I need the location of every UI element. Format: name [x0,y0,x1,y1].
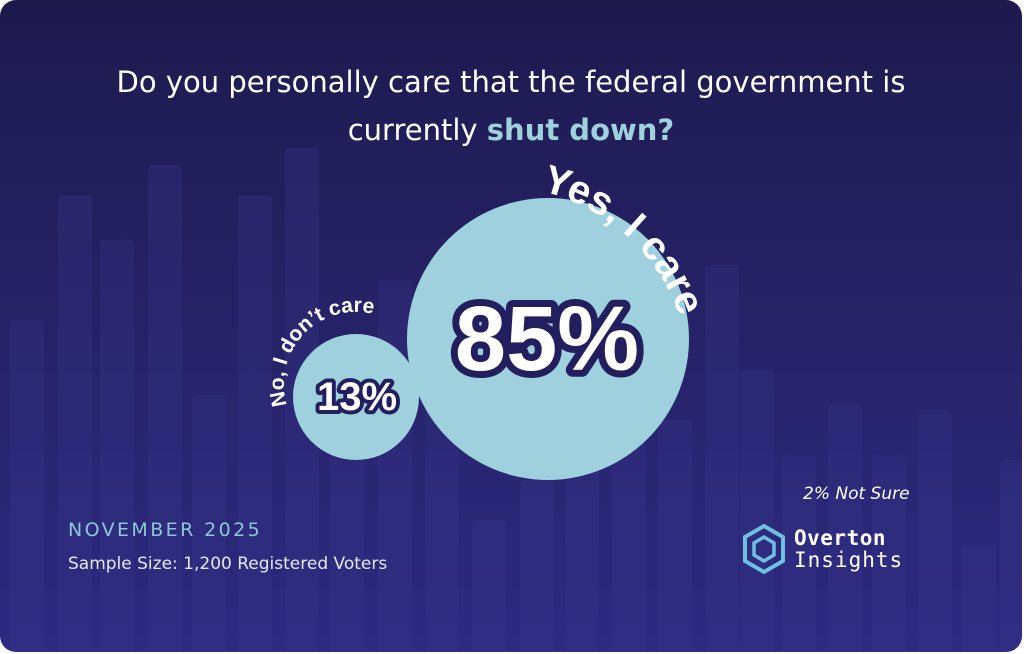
background-bar [58,195,92,652]
background-bar [238,195,272,652]
title-line-2-prefix: currently [347,113,487,147]
background-bar [100,240,134,652]
title-line-1: Do you personally care that the federal … [116,65,906,99]
background-bar [872,455,906,652]
background-bar [472,520,506,652]
background-bar [148,165,182,652]
background-bar [828,405,862,652]
overton-insights-logo: Overton Insights [742,522,942,578]
background-bar [565,470,599,652]
bubble-yes [407,198,689,480]
background-bar [705,265,739,652]
background-bar [425,410,459,652]
not-sure-note: 2% Not Sure [803,484,910,504]
background-bar [192,395,226,652]
background-bar [962,545,996,652]
background-bar [612,430,646,652]
background-bar [1000,460,1022,652]
title-highlight: shut down? [486,113,675,147]
survey-date: NOVEMBER 2025 [68,519,263,541]
background-bar [782,455,816,652]
background-bar [10,320,44,652]
question-title: Do you personally care that the federal … [40,58,982,154]
yes-value: 85% [455,288,639,390]
sample-size: Sample Size: 1,200 Registered Voters [68,554,388,574]
no-value: 13% [317,375,397,419]
background-bar [658,420,692,652]
background-bar [378,280,412,652]
background-bar [330,455,364,652]
title-line-2: currently shut down? [40,106,982,154]
background-bar [740,370,774,652]
logo-line-2: Insights [794,548,904,572]
background-bar [918,410,952,652]
bubble-no [293,334,419,460]
hexagon-cube-icon [743,524,785,575]
logo-line-1: Overton [794,526,887,550]
background-bar [520,480,554,652]
